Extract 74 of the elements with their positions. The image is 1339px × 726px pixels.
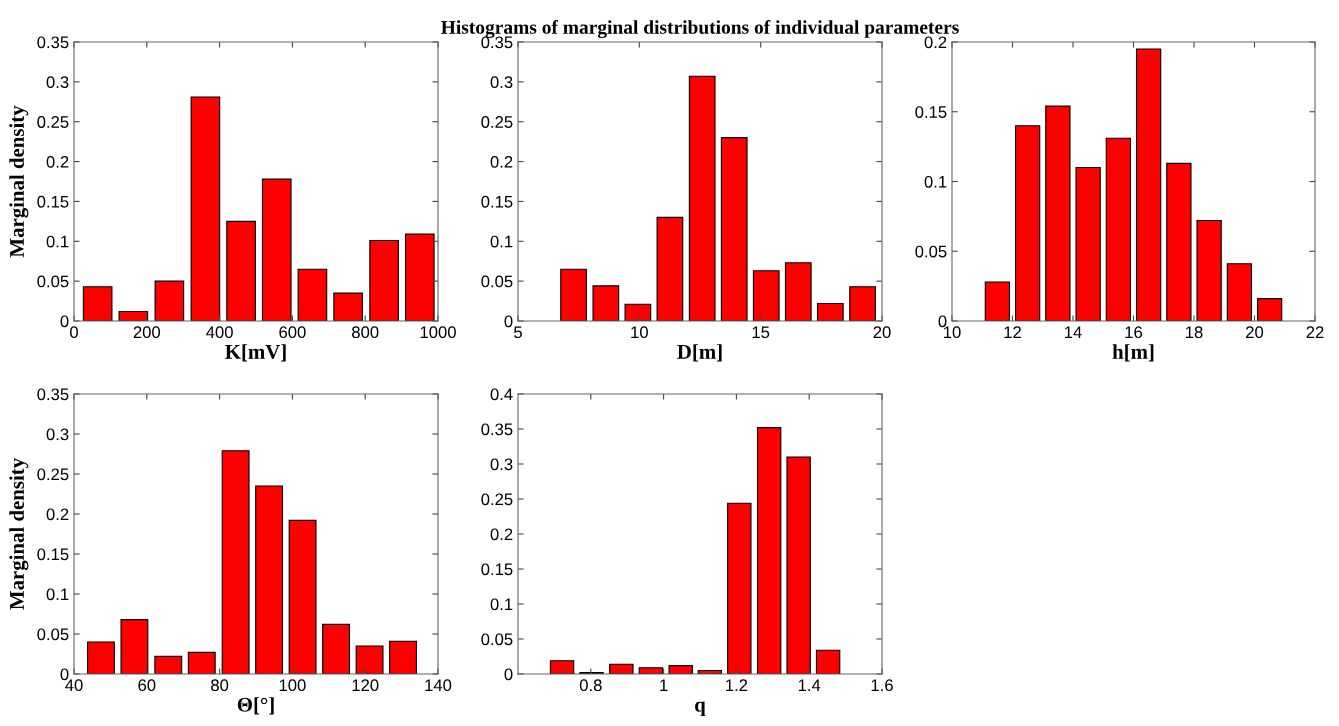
y-tick-label: 0 <box>504 315 513 328</box>
y-tick-label: 0.15 <box>481 195 513 208</box>
y-tick-label: 0.1 <box>46 588 69 601</box>
y-tick-label: 0.3 <box>490 458 513 471</box>
y-tick-label: 0.15 <box>481 563 513 576</box>
x-tick-label: 15 <box>752 326 770 339</box>
y-tick-label: 0.25 <box>481 116 513 128</box>
x-axis-title: h[m] <box>1112 344 1154 362</box>
x-tick-label: 100 <box>279 679 306 692</box>
x-tick-label: 12 <box>1004 326 1021 338</box>
y-tick-label: 0.35 <box>481 36 513 49</box>
x-tick-label: 400 <box>206 326 233 339</box>
x-tick-label: 0.8 <box>579 679 602 692</box>
x-tick-label: 10 <box>631 326 648 339</box>
x-tick-label: 800 <box>352 326 379 339</box>
y-tick-label: 0 <box>938 315 947 328</box>
x-axis-title: D[m] <box>677 344 722 362</box>
x-tick-label: 120 <box>352 679 379 692</box>
x-tick-label: 16 <box>1125 326 1143 339</box>
y-axis-title: Marginal density <box>9 458 29 610</box>
y-tick-label: 0.15 <box>37 548 69 561</box>
x-tick-label: 600 <box>279 326 306 339</box>
y-tick-label: 0.3 <box>46 76 69 89</box>
y-tick-label: 0 <box>60 668 69 681</box>
x-tick-label: 0 <box>70 326 78 339</box>
y-tick-label: 0.4 <box>490 388 513 401</box>
x-tick-label: 18 <box>1186 326 1203 339</box>
x-axis-title: Θ[°] <box>237 697 274 715</box>
x-tick-label: 80 <box>211 679 229 692</box>
x-tick-label: 140 <box>425 679 452 692</box>
x-tick-label: 5 <box>514 326 522 339</box>
y-tick-label: 0 <box>60 315 69 328</box>
x-tick-label: 1.4 <box>798 679 821 691</box>
x-axis-title: K[mV] <box>225 344 286 362</box>
y-tick-label: 0.35 <box>37 388 69 401</box>
y-tick-label: 0.15 <box>37 195 69 208</box>
x-tick-label: 60 <box>138 679 156 692</box>
y-tick-label: 0.1 <box>490 235 513 248</box>
x-tick-label: 200 <box>133 326 161 339</box>
x-tick-label: 20 <box>873 326 891 339</box>
y-tick-label: 0.1 <box>46 235 69 248</box>
y-tick-label: 0.3 <box>490 76 513 89</box>
x-axis-title: q <box>695 701 706 717</box>
y-tick-label: 0.25 <box>37 468 69 481</box>
y-tick-label: 0.2 <box>490 528 513 541</box>
y-tick-label: 0 <box>504 668 513 681</box>
y-tick-label: 0.15 <box>915 106 947 118</box>
y-tick-label: 0.2 <box>490 155 513 168</box>
x-tick-label: 22 <box>1306 326 1324 338</box>
y-tick-label: 0.05 <box>915 245 947 258</box>
x-tick-label: 1.2 <box>726 679 748 691</box>
y-tick-label: 0.3 <box>46 428 69 441</box>
x-tick-label: 1000 <box>420 326 456 339</box>
y-tick-label: 0.05 <box>37 275 69 288</box>
y-tick-label: 0.35 <box>481 423 513 436</box>
y-tick-label: 0.05 <box>37 628 69 641</box>
x-tick-label: 1 <box>660 679 668 691</box>
y-tick-label: 0.1 <box>490 598 513 611</box>
y-tick-label: 0.25 <box>481 493 513 506</box>
y-axis-title: Marginal density <box>9 105 29 258</box>
y-tick-label: 0.25 <box>37 116 69 128</box>
y-tick-label: 0.05 <box>481 633 513 646</box>
y-tick-label: 0.2 <box>46 155 69 168</box>
chart-title: Histograms of marginal distributions of individual parameters <box>441 19 959 38</box>
x-tick-label: 14 <box>1065 326 1082 338</box>
x-tick-label: 20 <box>1246 326 1264 339</box>
x-tick-label: 10 <box>944 326 961 339</box>
y-tick-label: 0.1 <box>924 175 947 188</box>
x-tick-label: 1.6 <box>871 679 893 692</box>
y-tick-label: 0.35 <box>37 36 69 49</box>
y-tick-label: 0.2 <box>924 36 947 49</box>
y-tick-label: 0.2 <box>46 508 69 521</box>
y-tick-label: 0.05 <box>481 275 513 288</box>
x-tick-label: 40 <box>65 679 83 692</box>
